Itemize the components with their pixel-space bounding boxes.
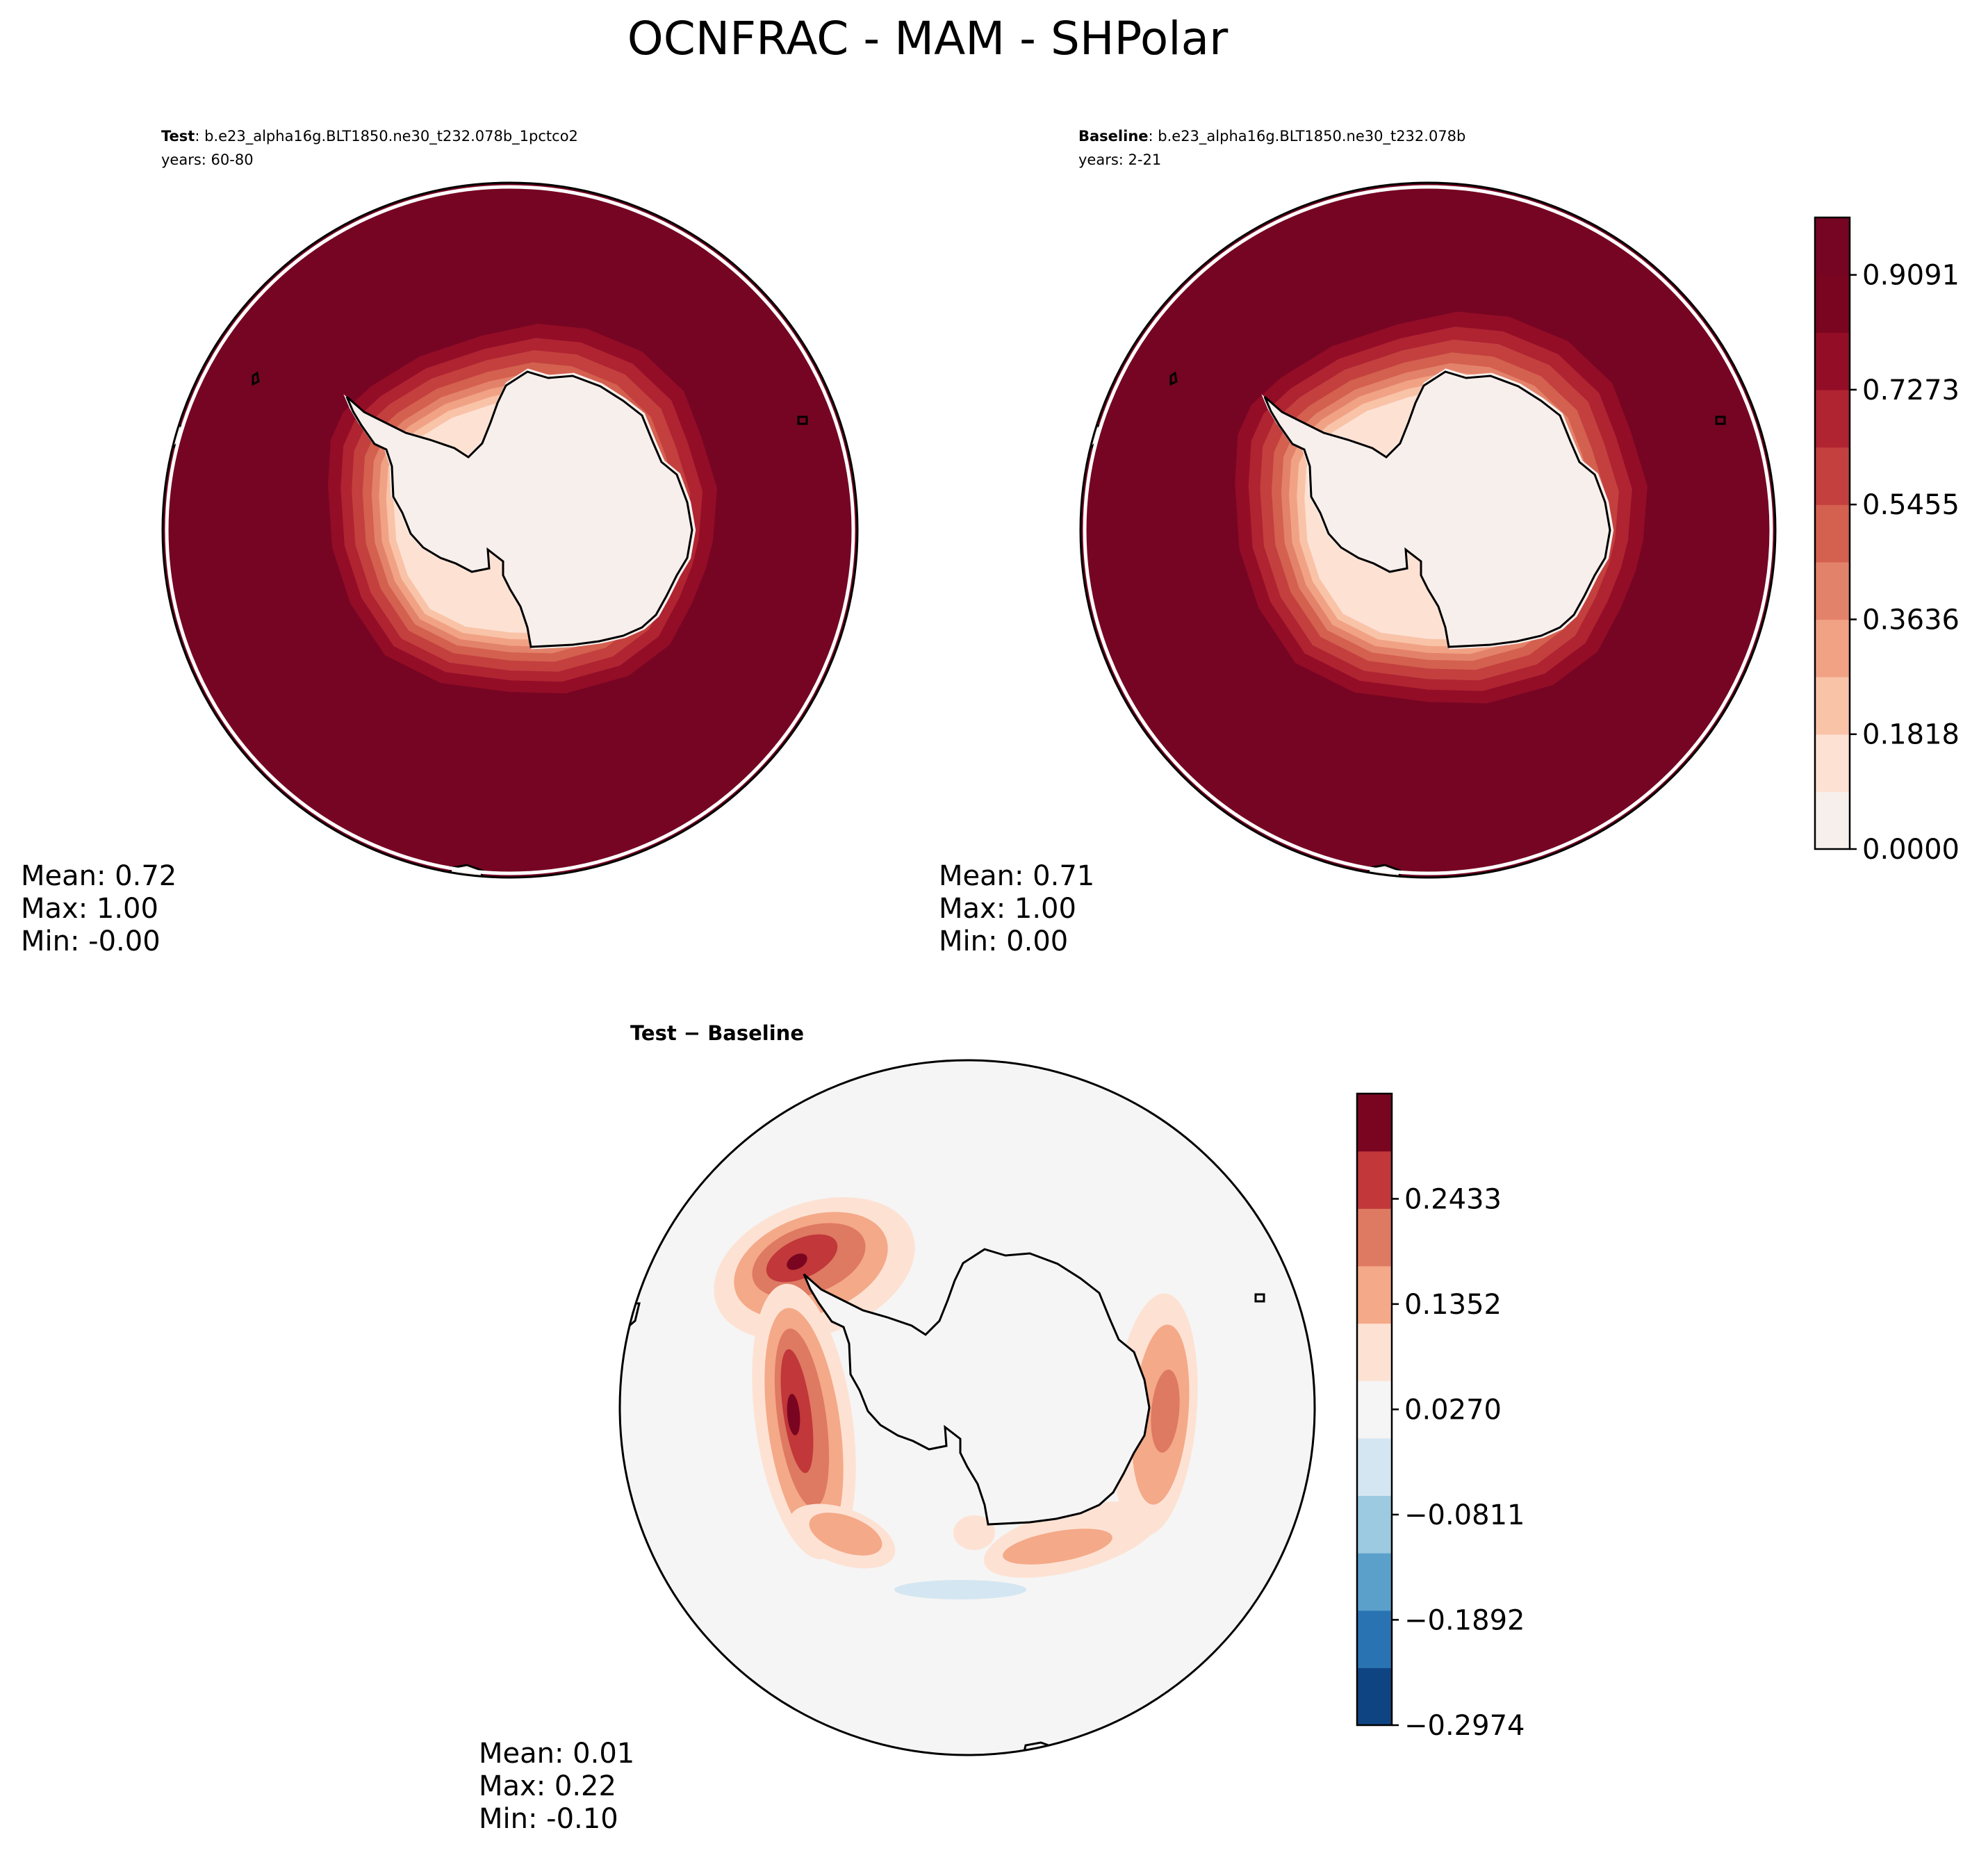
colorbar-tick-label: 0.1818: [1862, 719, 1960, 751]
diff-min: Min: -0.10: [479, 1803, 618, 1835]
colorbar-tick-label: 0.2433: [1404, 1183, 1502, 1215]
colorbar-segment: [1357, 1381, 1392, 1439]
baseline-years: years: 2-21: [1078, 151, 1161, 168]
baseline-max: Max: 1.00: [939, 893, 1076, 925]
diff-map-boundary: [618, 1059, 1316, 1756]
baseline-map: [1081, 183, 1775, 878]
main-colorbar: 0.0000 0.1818 0.3636 0.5455 0.7273 0.9091: [1814, 216, 1960, 866]
diff-title: Test − Baseline: [630, 1021, 804, 1045]
baseline-title: Baseline: b.e23_alpha16g.BLT1850.ne30_t2…: [1078, 128, 1465, 145]
colorbar-segment: [1357, 1667, 1392, 1726]
baseline-min: Min: 0.00: [939, 925, 1068, 957]
colorbar-segment: [1357, 1208, 1392, 1267]
test-mean: Mean: 0.72: [21, 860, 176, 892]
colorbar-tick-label: 0.3636: [1862, 604, 1960, 636]
colorbar-segment: [1357, 1438, 1392, 1497]
diff-panel: Test − Baseline Mean: 0.01 Max: 0.22 Min…: [479, 1021, 1316, 1835]
colorbar-tick-label: 0.1352: [1404, 1289, 1502, 1321]
colorbar-segment: [1357, 1151, 1392, 1209]
colorbar-tick-label: 0.5455: [1862, 489, 1960, 521]
test-min: Min: -0.00: [21, 925, 161, 957]
colorbar-segment: [1815, 389, 1850, 448]
colorbar-tick-label: 0.0000: [1862, 834, 1960, 866]
colorbar-tick-label: 0.7273: [1862, 374, 1960, 406]
diff-map: [620, 1060, 1315, 1755]
figure-title: OCNFRAC - MAM - SHPolar: [627, 12, 1229, 65]
colorbar-segment: [1815, 217, 1850, 276]
colorbar-tick-label: 0.9091: [1862, 260, 1960, 292]
colorbar-segment: [1815, 791, 1850, 850]
test-map: [163, 183, 857, 878]
diff-mean: Mean: 0.01: [479, 1738, 634, 1770]
test-max: Max: 1.00: [21, 893, 158, 925]
colorbar-tick-label: −0.0811: [1404, 1499, 1525, 1531]
test-years: years: 60-80: [161, 151, 254, 168]
colorbar-segment: [1815, 274, 1850, 333]
colorbar-segment: [1357, 1265, 1392, 1324]
baseline-map-boundary: [1079, 181, 1777, 879]
colorbar-segment: [1815, 677, 1850, 735]
colorbar-tick-label: 0.0270: [1404, 1394, 1502, 1426]
colorbar-segment: [1815, 447, 1850, 505]
colorbar-segment: [1357, 1495, 1392, 1554]
test-title-label: Test: [161, 128, 195, 145]
colorbar-segment: [1357, 1553, 1392, 1611]
baseline-title-label: Baseline: [1078, 128, 1149, 145]
colorbar-segment: [1815, 504, 1850, 563]
baseline-title-case: : b.e23_alpha16g.BLT1850.ne30_t232.078b: [1149, 128, 1466, 145]
colorbar-segment: [1357, 1610, 1392, 1668]
colorbar-segment: [1815, 561, 1850, 620]
test-map-boundary: [161, 181, 859, 879]
colorbar-frame: [1814, 216, 1851, 850]
colorbar-tick-label: −0.1892: [1404, 1604, 1525, 1636]
colorbar-tick-label: −0.2974: [1404, 1710, 1525, 1742]
colorbar-segment: [1357, 1094, 1392, 1152]
test-panel: Test: b.e23_alpha16g.BLT1850.ne30_t232.0…: [21, 128, 859, 957]
diff-max: Max: 0.22: [479, 1770, 616, 1802]
test-title-case: : b.e23_alpha16g.BLT1850.ne30_t232.078b_…: [195, 128, 578, 145]
baseline-panel: Baseline: b.e23_alpha16g.BLT1850.ne30_t2…: [939, 128, 1777, 957]
baseline-mean: Mean: 0.71: [939, 860, 1094, 892]
colorbar-segment: [1815, 619, 1850, 677]
diff-colorbar: −0.2974 −0.1892 −0.0811 0.0270 0.1352 0.2433: [1356, 1092, 1525, 1742]
test-title: Test: b.e23_alpha16g.BLT1850.ne30_t232.0…: [161, 128, 578, 145]
colorbar-segment: [1815, 734, 1850, 792]
colorbar-segment: [1815, 332, 1850, 390]
colorbar-segment: [1357, 1323, 1392, 1381]
